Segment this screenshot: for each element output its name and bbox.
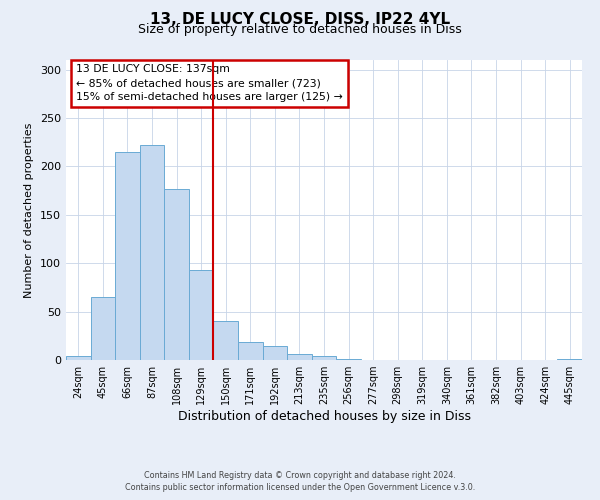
Bar [115, 152, 140, 360]
Bar [312, 356, 336, 360]
Bar [189, 270, 214, 360]
Bar [287, 354, 312, 360]
Bar [91, 297, 115, 360]
X-axis label: Distribution of detached houses by size in Diss: Distribution of detached houses by size … [178, 410, 470, 423]
Bar [164, 188, 189, 360]
Text: Size of property relative to detached houses in Diss: Size of property relative to detached ho… [138, 22, 462, 36]
Text: 13, DE LUCY CLOSE, DISS, IP22 4YL: 13, DE LUCY CLOSE, DISS, IP22 4YL [150, 12, 450, 28]
Bar [238, 342, 263, 360]
Text: Contains HM Land Registry data © Crown copyright and database right 2024.
Contai: Contains HM Land Registry data © Crown c… [125, 471, 475, 492]
Bar [214, 322, 238, 360]
Bar [263, 346, 287, 360]
Bar [557, 359, 582, 360]
Y-axis label: Number of detached properties: Number of detached properties [25, 122, 34, 298]
Text: 13 DE LUCY CLOSE: 137sqm
← 85% of detached houses are smaller (723)
15% of semi-: 13 DE LUCY CLOSE: 137sqm ← 85% of detach… [76, 64, 343, 102]
Bar [140, 145, 164, 360]
Bar [66, 356, 91, 360]
Bar [336, 359, 361, 360]
